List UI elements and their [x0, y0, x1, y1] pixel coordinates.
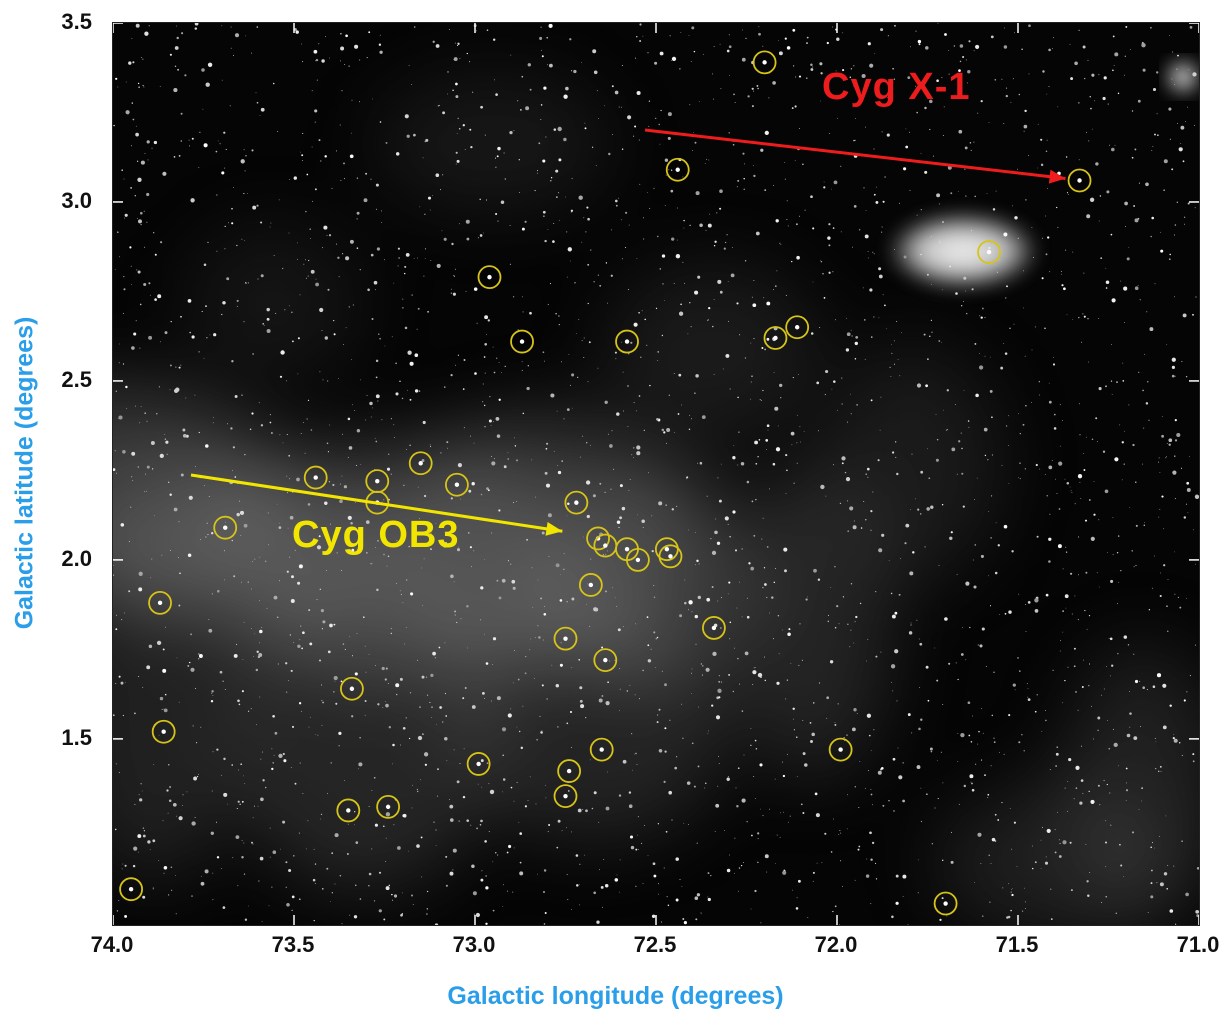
star-marker-circle — [589, 737, 614, 762]
star-marker-circle — [119, 877, 144, 902]
circled-star-core — [668, 554, 673, 559]
star-marker-circle — [626, 548, 650, 572]
circled-star-core — [574, 500, 579, 505]
star-marker-circle — [658, 544, 683, 569]
star-marker-circle — [477, 265, 502, 290]
circled-star-core — [794, 325, 800, 330]
circled-star-core — [762, 60, 767, 65]
cyg-ob3-arrow — [190, 473, 563, 536]
circled-star-core — [519, 339, 525, 344]
circled-star-core — [128, 887, 134, 892]
nebula-glow — [113, 73, 1199, 925]
star-marker-circle — [828, 737, 853, 762]
cyg-x1-label: Cyg X-1 — [822, 66, 971, 108]
circled-star-core — [563, 636, 568, 641]
circled-star-core — [375, 478, 380, 484]
x-tick-label: 74.0 — [90, 932, 134, 957]
circled-star-core — [675, 167, 680, 172]
star-marker-circle — [564, 490, 589, 515]
cyg-x1-arrow — [644, 128, 1066, 184]
circled-star-core — [986, 249, 992, 255]
circled-star-core — [599, 747, 604, 752]
star-marker-circle — [213, 515, 238, 540]
star-marker-circle — [444, 472, 469, 497]
circled-star-core — [588, 582, 594, 588]
star-marker-circle — [586, 526, 610, 551]
star-marker-circle — [933, 891, 958, 916]
star-marker-circle — [785, 315, 810, 340]
star-field-image — [113, 23, 1199, 925]
star-marker-circle — [303, 465, 328, 490]
x-axis-label: Galactic longitude (degrees) — [447, 982, 784, 1010]
star-marker-circle — [557, 759, 582, 783]
star-marker-circle — [763, 326, 788, 350]
star-marker-circle — [665, 157, 690, 182]
star-marker-circle — [408, 451, 433, 476]
x-tick-label: 72.0 — [814, 932, 858, 957]
circled-star-core — [943, 901, 948, 906]
star-marker-circle — [553, 626, 578, 651]
x-tick-label: 71.5 — [995, 932, 1039, 957]
star-marker-circle — [148, 590, 172, 615]
star-marker-circle — [593, 648, 618, 673]
circled-star-core — [487, 274, 492, 280]
circled-star-core — [349, 686, 355, 691]
circled-star-core — [624, 339, 630, 344]
star-marker-circle — [466, 752, 491, 776]
star-marker-circle — [376, 794, 401, 819]
star-marker-circle — [752, 50, 777, 75]
x-tick-label: 73.0 — [452, 932, 496, 957]
circled-star-core — [838, 747, 843, 752]
circled-star-core — [454, 482, 460, 487]
y-axis-label: Galactic latitude (degrees) — [10, 316, 39, 630]
x-tick-label: 71.0 — [1176, 932, 1220, 957]
star-marker-circle — [615, 329, 639, 354]
circled-star-core — [1077, 178, 1082, 183]
tick-marks — [113, 23, 1199, 925]
star-marker-circle — [340, 676, 364, 701]
circled-star-core — [711, 625, 717, 631]
bright-nebula — [888, 213, 1038, 289]
sky-image-panel — [112, 22, 1200, 926]
star-marker-circle — [336, 798, 361, 823]
star-marker-circle — [1067, 168, 1092, 193]
circled-star-core — [566, 768, 572, 774]
circled-star-core — [223, 525, 228, 530]
cyg-ob3-label: Cyg OB3 — [292, 514, 460, 556]
circled-star-core — [624, 546, 630, 552]
y-tick-label: 1.5 — [61, 724, 92, 750]
circled-star-core — [161, 729, 166, 734]
circled-star-core — [476, 761, 481, 767]
star-marker-circle — [578, 573, 603, 597]
circled-star-core — [157, 600, 163, 606]
circled-stars — [119, 50, 1092, 916]
star-marker-circle — [553, 784, 578, 809]
y-tick-label: 2.5 — [61, 366, 92, 392]
circled-star-core — [418, 461, 423, 466]
circled-star-core — [664, 546, 670, 552]
star-marker-circle — [151, 719, 176, 744]
circled-star-core — [385, 804, 391, 810]
star-marker-circle — [702, 616, 726, 640]
y-tick-label: 2.0 — [61, 545, 92, 571]
circled-star-core — [635, 557, 641, 563]
star-marker-circle — [510, 329, 534, 354]
star-marker-circle — [977, 240, 1001, 264]
circled-star-core — [563, 793, 568, 799]
circled-star-core — [603, 543, 608, 548]
circled-star-core — [603, 657, 608, 663]
y-tick-label: 3.0 — [61, 187, 92, 213]
y-tick-label: 3.5 — [61, 9, 92, 34]
x-tick-label: 73.5 — [271, 932, 315, 957]
background-stars — [113, 23, 1199, 925]
x-tick-label: 72.5 — [633, 932, 677, 957]
circled-star-core — [313, 475, 318, 480]
circled-star-core — [773, 335, 778, 341]
circled-star-core — [346, 808, 351, 813]
bright-star — [1171, 65, 1195, 89]
